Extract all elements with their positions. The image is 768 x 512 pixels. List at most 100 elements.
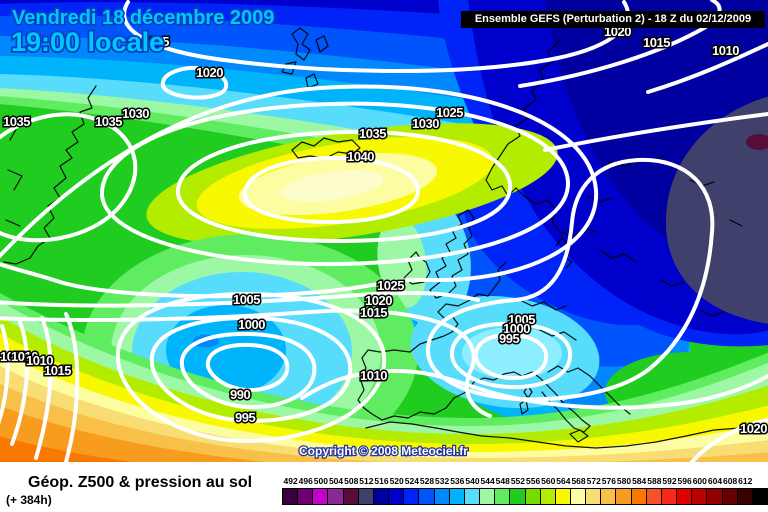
colorbar-value: 592: [662, 476, 677, 486]
pressure-label: 1035: [95, 114, 122, 129]
colorbar-swatch: [297, 488, 314, 505]
colorbar-swatch: [706, 488, 723, 505]
colorbar-swatch: [342, 488, 359, 505]
pressure-labels: 1035102010301035103510201015101010251030…: [0, 23, 768, 438]
colorbar-value: 536: [450, 476, 465, 486]
pressure-label: 1035: [3, 114, 30, 129]
colorbar-value: 540: [465, 476, 480, 486]
colorbar-swatch: [509, 488, 526, 505]
colorbar-swatch: [645, 488, 662, 505]
colorbar-value: 560: [541, 476, 556, 486]
colorbar-swatch: [554, 488, 571, 505]
colorbar-swatch: [418, 488, 435, 505]
colorbar-swatch: [691, 488, 708, 505]
pressure-label: 1030: [122, 106, 149, 121]
pressure-label: 1025: [377, 278, 404, 293]
colorbar-value: 520: [389, 476, 404, 486]
colorbar-value: 584: [632, 476, 647, 486]
colorbar-swatch: [736, 488, 753, 505]
map-title: Géop. Z500 & pression au sol: [28, 474, 253, 491]
colorbar-value: 504: [328, 476, 344, 486]
colorbar-value: 528: [419, 476, 435, 486]
colorbar-value: 604: [707, 476, 723, 486]
pressure-label: 1010: [712, 43, 739, 58]
pressure-label: 1015: [44, 363, 71, 378]
colorbar-swatch: [463, 488, 481, 505]
colorbar-value: 512: [359, 476, 374, 486]
time-line: 19:00 locale: [11, 27, 164, 57]
copyright-text: Copyright © 2008 Meteociel.fr: [299, 444, 468, 458]
colorbar-value: 508: [344, 476, 359, 486]
colorbar-swatch: [327, 488, 344, 505]
colorbar-swatch: [660, 488, 678, 505]
pressure-label: 1000: [238, 317, 265, 332]
colorbar-swatch: [357, 488, 374, 505]
colorbar-value: 552: [510, 476, 526, 486]
colorbar-swatches: [282, 488, 768, 505]
colorbar-value: 532: [435, 476, 450, 486]
colorbar-value: 568: [571, 476, 586, 486]
pressure-label: 1020: [740, 421, 767, 436]
colorbar-swatch: [524, 488, 541, 505]
pressure-label: 1010: [0, 349, 27, 364]
colorbar-swatch: [282, 488, 299, 505]
pressure-label: 1035: [142, 34, 169, 49]
colorbar-value: 564: [556, 476, 571, 486]
colorbar-value: 516: [374, 476, 389, 486]
pressure-label: 995: [235, 410, 255, 425]
pressure-label: 1010: [360, 368, 387, 383]
colorbar-swatch: [751, 488, 768, 505]
colorbar-swatch: [569, 488, 587, 505]
pressure-label: 1025: [436, 105, 463, 120]
colorbar-value: 612: [738, 476, 753, 486]
colorbar-swatch: [372, 488, 390, 505]
colorbar-swatch: [630, 488, 647, 505]
colorbar: 492 496 500 504 508 512 516 520 524 528 532 536 540 5…: [282, 462, 768, 512]
colorbar-value: 600: [692, 476, 707, 486]
pressure-label: 1005: [508, 312, 535, 327]
colorbar-swatch: [494, 488, 511, 505]
colorbar-swatch: [721, 488, 738, 505]
pressure-label: 1010: [11, 349, 38, 364]
pressure-label: 1030: [412, 116, 439, 131]
colorbar-swatch: [615, 488, 632, 505]
colorbar-value: 544: [480, 476, 495, 486]
pressure-label: 1015: [643, 35, 670, 50]
colorbar-value: 492: [283, 476, 298, 486]
date-line-1: Vendredi 18 décembre 2009: [12, 7, 274, 29]
pressure-label: 1000: [503, 321, 530, 336]
pressure-label: 1020: [365, 293, 392, 308]
colorbar-value: 572: [586, 476, 601, 486]
colorbar-value: 580: [616, 476, 632, 486]
pressure-label: 1020: [196, 65, 223, 80]
colorbar-values: 492 496 500 504 508 512 516 520 524 528 532 536 540 5…: [283, 476, 768, 486]
pressure-label: 1015: [360, 305, 387, 320]
colorbar-value: 500: [313, 476, 328, 486]
pressure-label: 995: [499, 331, 519, 346]
isobar-contours: [0, 0, 768, 462]
colorbar-swatch: [676, 488, 693, 505]
colorbar-value: 576: [601, 476, 616, 486]
colorbar-value: 548: [495, 476, 510, 486]
colorbar-value: 588: [647, 476, 662, 486]
colorbar-swatch: [539, 488, 556, 505]
model-info-bar: Ensemble GEFS (Perturbation 2) - 18 Z du…: [461, 11, 765, 28]
colorbar-swatch: [585, 488, 602, 505]
colorbar-swatch: [312, 488, 329, 505]
colorbar-value: 608: [723, 476, 738, 486]
pressure-label: 1035: [359, 126, 386, 141]
weather-map-svg: 1035102010301035103510201015101010251030…: [0, 0, 768, 462]
pressure-label: 1005: [233, 292, 260, 307]
colorbar-swatch: [403, 488, 420, 505]
colorbar-swatch: [448, 488, 465, 505]
colorbar-value: 596: [677, 476, 692, 486]
colorbar-swatch: [388, 488, 405, 505]
map-area: 1035 1020 1030 1035 1035 1020 1015 1010 1025 1030…: [0, 0, 768, 462]
pressure-label: 1010: [26, 353, 53, 368]
colorbar-value: 496: [298, 476, 313, 486]
pressure-label: 1040: [347, 149, 374, 164]
map-subtitle: (+ 384h): [6, 493, 52, 507]
colorbar-swatch: [600, 488, 617, 505]
colorbar-value: 524: [404, 476, 419, 486]
